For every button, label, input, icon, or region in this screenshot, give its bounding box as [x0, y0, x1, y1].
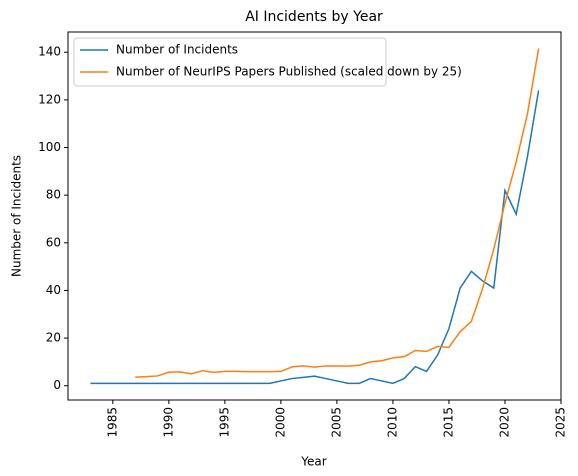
- x-tick-label: 2010: [385, 407, 399, 438]
- series-line: [90, 90, 540, 385]
- legend-box: [73, 37, 387, 87]
- plot-area: [67, 31, 562, 401]
- y-tick-label: 100: [38, 140, 61, 154]
- x-tick-label: 2025: [554, 407, 568, 438]
- x-tick-label: 2020: [497, 407, 511, 438]
- y-tick-label: 20: [46, 331, 61, 345]
- x-tick-label: 1990: [161, 407, 175, 438]
- y-tick-label: 140: [38, 45, 61, 59]
- x-axis-label: Year: [300, 455, 326, 469]
- series-line: [135, 48, 540, 378]
- y-tick-label: 0: [53, 378, 61, 392]
- y-axis-label: Number of Incidents: [10, 155, 24, 277]
- y-tick-label: 60: [46, 235, 61, 249]
- chart-title: AI Incidents by Year: [245, 9, 383, 25]
- y-tick-label: 80: [46, 188, 61, 202]
- y-tick-label: 40: [46, 283, 61, 297]
- x-tick-label: 1985: [105, 407, 119, 438]
- x-tick-label: 1995: [217, 407, 231, 438]
- legend-label: Number of Incidents: [116, 43, 238, 57]
- x-tick-label: 2005: [329, 407, 343, 438]
- x-tick-label: 2015: [441, 407, 455, 438]
- legend-label: Number of NeurIPS Papers Published (scal…: [116, 65, 462, 79]
- x-tick-label: 2000: [273, 407, 287, 438]
- y-tick-label: 120: [38, 92, 61, 106]
